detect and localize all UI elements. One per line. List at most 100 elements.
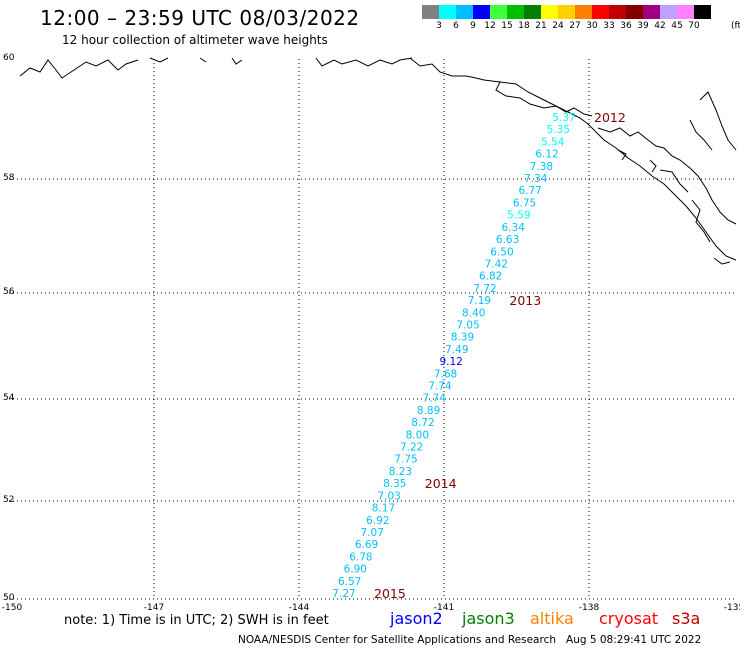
credit-org: NOAA/NESDIS Center for Satellite Applica… [238,634,556,646]
wave-height-label: 7.42 [485,258,508,270]
wave-height-label: 7.74 [428,381,452,393]
wave-height-label: 8.00 [406,429,429,441]
colorbar-swatch [677,5,694,19]
footnote: note: 1) Time is in UTC; 2) SWH is in fe… [64,613,329,628]
latitude-labels: 60 58 56 54 52 50 [3,53,15,603]
wave-height-label: 6.12 [535,149,558,161]
colorbar-tick-label: 15 [501,21,513,31]
lat-tick-label: 60 [3,53,15,63]
title: 12:00 – 23:59 UTC 08/03/2022 [40,6,360,30]
colorbar-swatch [422,5,439,19]
time-label: 2015 [374,586,406,601]
wave-height-label: 9.12 [439,356,462,368]
colorbar-tick-label: 21 [535,21,547,31]
wave-height-label: 7.07 [361,527,384,539]
altimeter-track: 5.375.355.546.127.387.346.776.755.596.34… [332,112,575,600]
wave-height-label: 7.75 [394,454,417,466]
time-label: 2014 [425,476,457,491]
colorbar-tick-label: 24 [552,21,564,31]
wave-height-label: 7.05 [456,319,479,331]
wave-height-label: 7.03 [377,490,400,502]
wave-height-label: 5.35 [547,124,570,136]
colorbar-swatch [439,5,456,19]
wave-height-label: 6.78 [349,551,372,563]
colorbar-tick-label: 39 [637,21,649,31]
wave-height-label: 7.72 [473,283,496,295]
colorbar-tick-label: 30 [586,21,598,31]
wave-height-label: 6.82 [479,271,502,283]
lon-tick-label: -147 [144,603,164,613]
wave-height-label: 5.59 [507,210,530,222]
colorbar-tick-label: 45 [671,21,683,31]
colorbar-tick-label: 18 [518,21,530,31]
map-grid [9,59,734,600]
coastline-alaska-panhandle [495,81,737,265]
longitude-labels: -150 -147 -144 -141 -138 -135 [2,603,740,613]
lat-tick-label: 56 [3,287,15,297]
wave-height-label: 7.22 [400,442,423,454]
colorbar-swatch [490,5,507,19]
lat-tick-label: 54 [3,393,15,403]
colorbar-tick-label: 33 [603,21,615,31]
satellite-s3a: s3a [672,609,701,628]
wave-height-label: 6.92 [366,515,389,527]
wave-height-label: 8.72 [411,417,434,429]
colorbar-swatch [541,5,558,19]
wave-height-label: 6.34 [502,222,526,234]
lat-tick-label: 58 [3,173,15,183]
lat-tick-label: 50 [3,593,15,603]
wave-height-label: 7.38 [530,161,553,173]
credit-timestamp: Aug 5 08:29:41 UTC 2022 [566,634,702,646]
wave-height-label: 6.75 [513,197,536,209]
satellite-jason2: jason2 [390,609,443,628]
wave-height-label: 8.17 [372,503,395,515]
wave-height-label: 6.77 [518,185,541,197]
wave-height-label: 6.50 [490,246,513,258]
wave-height-label: 7.27 [332,588,355,600]
wave-height-label: 8.89 [417,405,440,417]
colorbar-tick-label: 36 [620,21,632,31]
wave-height-label: 5.54 [541,136,565,148]
lon-tick-label: -150 [2,603,23,613]
coastline-alaska-north [19,57,737,261]
coastline [19,57,737,265]
time-labels: 2012 2013 2014 2015 [374,110,626,601]
colorbar-tick-label: 42 [654,21,666,31]
satellite-jason3: jason3 [462,609,515,628]
wave-height-label: 5.37 [552,112,575,124]
wave-height-label: 6.69 [355,539,378,551]
wave-height-label: 8.39 [451,332,474,344]
subtitle: 12 hour collection of altimeter wave hei… [62,33,328,47]
wave-height-label: 7.19 [468,295,491,307]
colorbar-swatch [524,5,541,19]
colorbar-tick-label: 27 [569,21,581,31]
colorbar-swatch [660,5,677,19]
colorbar-tick-label: 12 [484,21,496,31]
wave-height-label: 8.23 [389,466,412,478]
wave-height-label: 7.68 [434,368,457,380]
wave-height-label: 8.40 [462,307,485,319]
wave-height-label: 8.35 [383,478,406,490]
colorbar-swatch [456,5,473,19]
colorbar-tick-label: 70 [688,21,700,31]
time-label: 2012 [594,110,626,125]
colorbar-swatch [592,5,609,19]
time-label: 2013 [509,293,541,308]
wave-height-label: 7.49 [445,344,468,356]
lon-tick-label: -141 [434,603,454,613]
wave-height-label: 7.74 [423,393,447,405]
colorbar-swatch [609,5,626,19]
colorbar-swatch [507,5,524,19]
colorbar-swatch [643,5,660,19]
lat-tick-label: 52 [3,495,14,505]
colorbar-swatch [558,5,575,19]
lon-tick-label: -135 [724,603,740,613]
colorbar-ticks: 3 6 9 12 15 18 21 24 27 30 33 36 39 42 45 70 [422,21,740,35]
lon-tick-label: -144 [289,603,310,613]
colorbar-tick-label: 3 [436,21,442,31]
wave-height-label: 7.34 [524,173,548,185]
colorbar-swatch [694,5,711,19]
satellite-altika: altika [530,609,574,628]
wave-height-colorbar [422,5,711,19]
